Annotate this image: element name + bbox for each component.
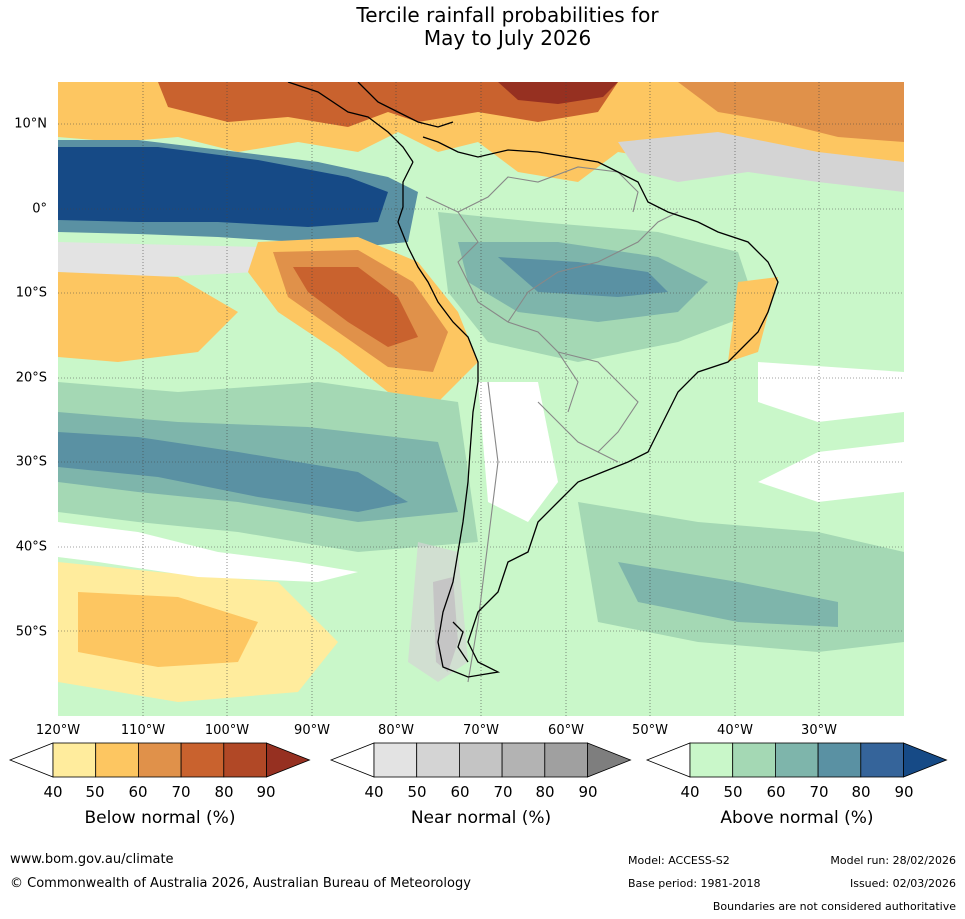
tick-above-50: 50 (723, 783, 743, 801)
colorbar-below-bin-50 (95, 742, 139, 778)
colorbar-below-lower-extend (8, 742, 54, 778)
tick-near-50: 50 (407, 783, 427, 801)
lon-label-90w: 90°W (294, 723, 330, 738)
tick-below-40: 40 (43, 783, 63, 801)
country-borders (425, 166, 679, 683)
tick-below-50: 50 (85, 783, 105, 801)
colorbar-below (8, 742, 311, 778)
region-above-s-atlantic-mid (618, 562, 838, 627)
colorbars-svg (8, 742, 948, 778)
graticule (58, 82, 904, 716)
lon-label-110w: 110°W (120, 723, 166, 738)
lon-label-30w: 30°W (801, 723, 837, 738)
lat-label-10n: 10°N (14, 116, 47, 132)
coastline (287, 82, 779, 678)
colorbar-below-bin-70 (180, 742, 225, 778)
colorbar-near-lower-extend (329, 742, 375, 778)
title-line-1: Tercile rainfall probabilities for (356, 3, 659, 27)
footer-issued: Issued: 02/03/2026 (849, 877, 956, 890)
tick-below-60: 60 (128, 783, 148, 801)
region-near-patagonia-light (408, 542, 468, 682)
tick-near-70: 70 (493, 783, 513, 801)
colorbar-above-lower-extend (645, 742, 691, 778)
title-line-2: May to July 2026 (423, 26, 592, 50)
colorbar-above-bin-50 (732, 742, 776, 778)
colorbar-near (329, 742, 632, 778)
region-below-west-pacific (58, 272, 238, 362)
footer-url: www.bom.gov.au/climate (10, 852, 174, 867)
rainfall-probability-map (58, 82, 904, 716)
region-white-1 (58, 522, 358, 582)
colorbar-below-bin-40 (52, 742, 97, 778)
region-above-midlat-strong (58, 432, 408, 512)
region-below-ne (678, 82, 904, 142)
tick-near-80: 80 (535, 783, 555, 801)
footer-disclaimer: Boundaries are not considered authoritat… (712, 900, 956, 913)
lon-label-100w: 100°W (204, 723, 250, 738)
lon-label-40w: 40°W (717, 723, 753, 738)
lat-label-10s: 10°S (15, 285, 47, 301)
colorbar-above-title: Above normal (%) (720, 808, 874, 828)
region-above-brazil-strong (498, 257, 668, 297)
footer-model-run: Model run: 28/02/2026 (830, 854, 956, 867)
colorbar-near-bin-50 (416, 742, 460, 778)
lon-label-60w: 60°W (548, 723, 584, 738)
lat-label-0: 0° (32, 201, 47, 217)
colorbar-above-bin-40 (689, 742, 734, 778)
colorbar-below-title: Below normal (%) (84, 808, 236, 828)
colorbar-below-bin-80 (223, 742, 267, 778)
region-below-north-darkest (498, 82, 618, 104)
tick-above-40: 40 (680, 783, 700, 801)
tick-above-90: 90 (894, 783, 914, 801)
lon-label-120w: 120°W (35, 723, 81, 738)
colorbar-near-title: Near normal (%) (410, 808, 552, 828)
lon-label-80w: 80°W (378, 723, 414, 738)
lat-label-20s: 20°S (15, 370, 47, 386)
colorbar-near-bin-60 (458, 742, 503, 778)
map-title: Tercile rainfall probabilities for May t… (0, 4, 965, 50)
footer-model: Model: ACCESS-S2 (628, 854, 730, 867)
tick-near-60: 60 (450, 783, 470, 801)
lat-label-30s: 30°S (15, 454, 47, 470)
region-near-north (618, 132, 904, 192)
colorbar-near-upper-extend (587, 742, 632, 778)
tick-below-90: 90 (256, 783, 276, 801)
footer-copyright: © Commonwealth of Australia 2026, Austra… (10, 876, 471, 891)
region-below-north-strong (158, 82, 618, 127)
region-below-atlantic (728, 277, 778, 362)
footer-base-period: Base period: 1981-2018 (628, 877, 761, 890)
tick-above-80: 80 (851, 783, 871, 801)
colorbar-above (645, 742, 948, 778)
map-svg (58, 82, 904, 716)
colorbar-below-upper-extend (266, 742, 311, 778)
region-below-se-pacific-strong (293, 267, 418, 347)
colorbar-near-bin-80 (544, 742, 588, 778)
lon-label-70w: 70°W (463, 723, 499, 738)
tick-below-80: 80 (214, 783, 234, 801)
region-white-4 (758, 442, 904, 502)
lon-label-50w: 50°W (632, 723, 668, 738)
colorbar-near-bin-70 (501, 742, 546, 778)
tick-below-70: 70 (171, 783, 191, 801)
colorbar-above-bin-80 (860, 742, 904, 778)
region-white-3 (758, 362, 904, 422)
region-above-equator-strong (58, 147, 388, 227)
lat-label-50s: 50°S (15, 624, 47, 640)
colorbar-above-upper-extend (903, 742, 948, 778)
colorbar-above-bin-70 (817, 742, 862, 778)
tick-above-70: 70 (809, 783, 829, 801)
tick-above-60: 60 (766, 783, 786, 801)
region-white-2 (478, 382, 558, 522)
tick-near-90: 90 (578, 783, 598, 801)
region-below-south-mid (78, 592, 258, 667)
lat-label-40s: 40°S (15, 539, 47, 555)
colorbar-near-bin-40 (373, 742, 418, 778)
colorbar-below-bin-60 (137, 742, 182, 778)
colorbar-above-bin-60 (775, 742, 819, 778)
tick-near-40: 40 (364, 783, 384, 801)
